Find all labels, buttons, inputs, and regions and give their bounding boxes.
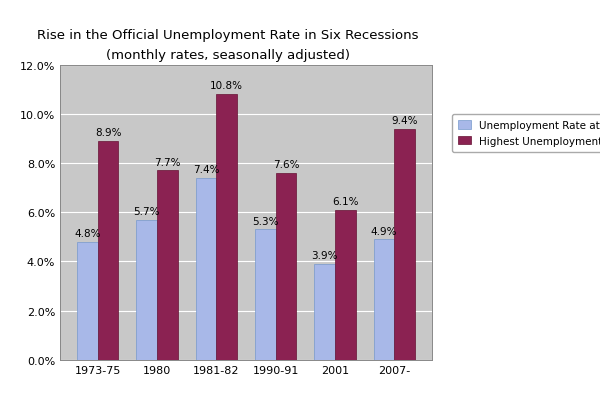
Text: 5.7%: 5.7% bbox=[133, 207, 160, 216]
Bar bbox=[217, 95, 237, 360]
Text: 7.4%: 7.4% bbox=[193, 165, 219, 175]
Text: 7.6%: 7.6% bbox=[273, 160, 299, 170]
Text: 5.3%: 5.3% bbox=[252, 216, 278, 226]
Text: 7.7%: 7.7% bbox=[154, 157, 181, 167]
Bar bbox=[157, 171, 178, 360]
Text: 4.8%: 4.8% bbox=[74, 229, 101, 238]
Text: Rise in the Official Unemployment Rate in Six Recessions: Rise in the Official Unemployment Rate i… bbox=[37, 29, 419, 42]
Bar bbox=[374, 240, 394, 360]
Text: 3.9%: 3.9% bbox=[311, 251, 338, 261]
Legend: Unemployment Rate at Onset, Highest Unemployment Rate: Unemployment Rate at Onset, Highest Unem… bbox=[452, 115, 600, 153]
Bar bbox=[335, 210, 356, 360]
Bar bbox=[394, 129, 415, 360]
Bar bbox=[136, 220, 157, 360]
Text: 4.9%: 4.9% bbox=[371, 226, 397, 236]
Text: 8.9%: 8.9% bbox=[95, 128, 121, 138]
Bar bbox=[314, 264, 335, 360]
Text: 9.4%: 9.4% bbox=[391, 116, 418, 126]
Bar bbox=[196, 178, 217, 360]
Text: (monthly rates, seasonally adjusted): (monthly rates, seasonally adjusted) bbox=[106, 49, 350, 62]
Bar bbox=[77, 242, 98, 360]
Bar bbox=[255, 230, 275, 360]
Bar bbox=[98, 142, 118, 360]
Text: 10.8%: 10.8% bbox=[210, 81, 243, 91]
Bar bbox=[275, 173, 296, 360]
Text: 6.1%: 6.1% bbox=[332, 197, 359, 207]
